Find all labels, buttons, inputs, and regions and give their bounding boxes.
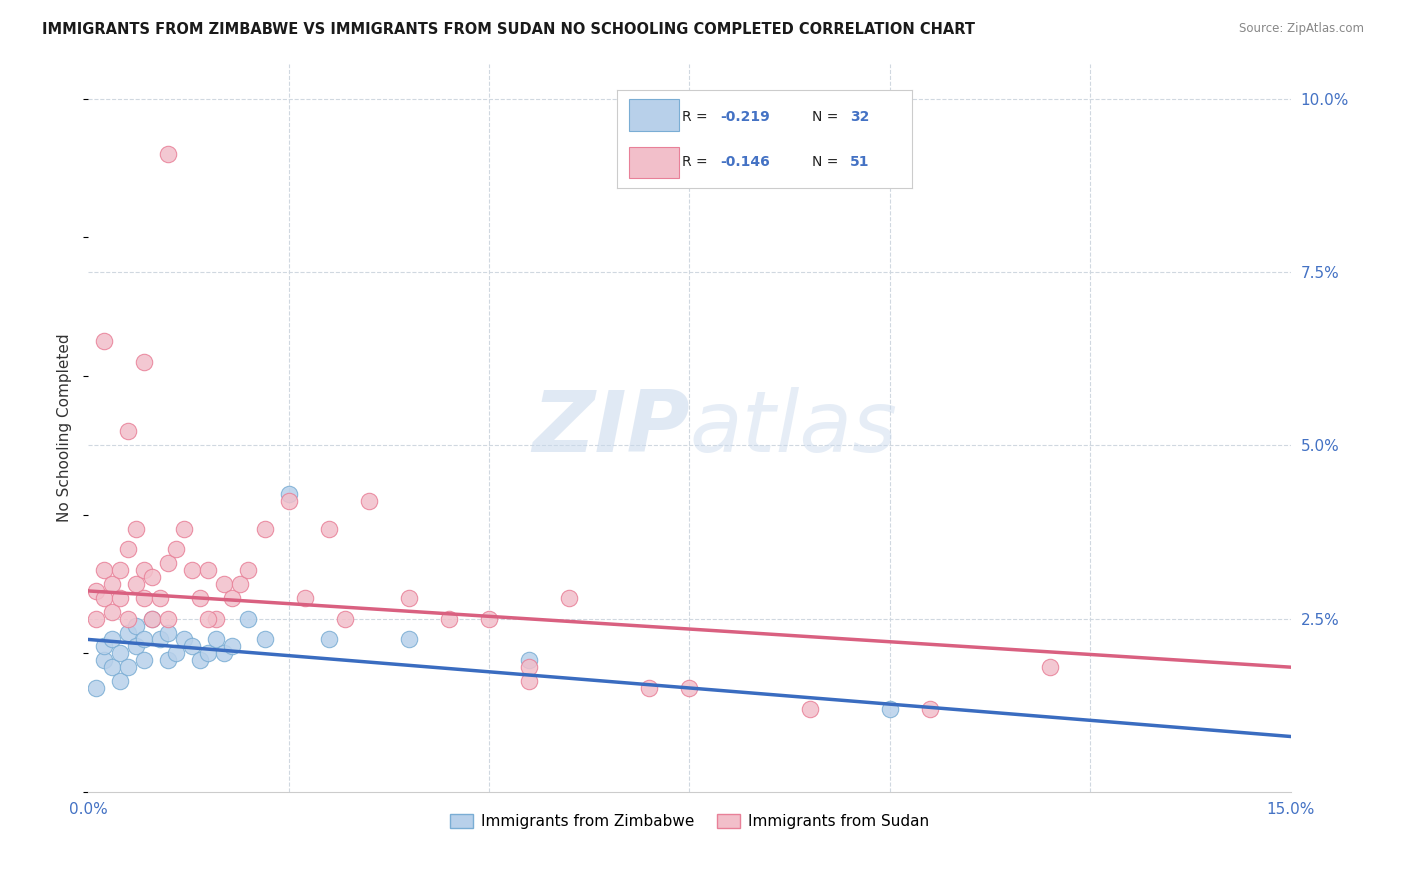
Point [638, 681, 661, 695]
Point [173, 522, 195, 536]
Point [117, 542, 139, 557]
Point [134, 632, 156, 647]
Point [101, 632, 124, 647]
Point [165, 646, 187, 660]
Point [149, 632, 172, 647]
Point [214, 646, 236, 660]
Point [125, 522, 148, 536]
Point [318, 522, 340, 536]
Point [117, 612, 139, 626]
Point [190, 591, 212, 605]
Point [93, 334, 115, 349]
Point [205, 632, 228, 647]
Point [799, 702, 821, 716]
Point [333, 612, 356, 626]
Point [110, 591, 132, 605]
Legend: Immigrants from Zimbabwe, Immigrants from Sudan: Immigrants from Zimbabwe, Immigrants fro… [444, 808, 935, 835]
Point [294, 591, 316, 605]
Point [93, 653, 115, 667]
Point [253, 632, 276, 647]
Point [229, 577, 252, 591]
Point [134, 653, 156, 667]
Point [253, 522, 276, 536]
Point [197, 612, 219, 626]
Point [84, 583, 107, 598]
Point [214, 577, 236, 591]
Text: Source: ZipAtlas.com: Source: ZipAtlas.com [1239, 22, 1364, 36]
Point [117, 425, 139, 439]
Y-axis label: No Schooling Completed: No Schooling Completed [58, 334, 72, 523]
Point [221, 640, 243, 654]
Point [157, 653, 180, 667]
Point [125, 618, 148, 632]
Point [110, 563, 132, 577]
Text: atlas: atlas [689, 386, 897, 469]
Point [125, 640, 148, 654]
Point [157, 625, 180, 640]
Point [149, 591, 172, 605]
Point [101, 605, 124, 619]
Point [918, 702, 941, 716]
Point [879, 702, 901, 716]
Point [84, 612, 107, 626]
Point [517, 673, 540, 688]
Point [181, 640, 204, 654]
Point [478, 612, 501, 626]
Point [110, 673, 132, 688]
Point [398, 632, 420, 647]
Point [398, 591, 420, 605]
Point [125, 577, 148, 591]
Point [238, 563, 260, 577]
Point [93, 640, 115, 654]
Point [134, 355, 156, 369]
Point [117, 625, 139, 640]
Text: IMMIGRANTS FROM ZIMBABWE VS IMMIGRANTS FROM SUDAN NO SCHOOLING COMPLETED CORRELA: IMMIGRANTS FROM ZIMBABWE VS IMMIGRANTS F… [42, 22, 976, 37]
Point [318, 632, 340, 647]
Point [101, 577, 124, 591]
Point [517, 660, 540, 674]
Point [165, 542, 187, 557]
Point [134, 563, 156, 577]
Point [277, 487, 299, 501]
Point [157, 556, 180, 570]
Point [173, 632, 195, 647]
Point [197, 646, 219, 660]
Point [678, 681, 700, 695]
Point [357, 493, 380, 508]
Point [117, 660, 139, 674]
Point [157, 147, 180, 161]
Point [238, 612, 260, 626]
Point [558, 591, 581, 605]
Point [93, 591, 115, 605]
Point [157, 612, 180, 626]
Point [101, 660, 124, 674]
Point [517, 653, 540, 667]
Point [205, 612, 228, 626]
Point [110, 646, 132, 660]
Text: ZIP: ZIP [531, 386, 689, 469]
Point [437, 612, 460, 626]
Point [134, 591, 156, 605]
Point [93, 563, 115, 577]
Point [190, 653, 212, 667]
Point [277, 493, 299, 508]
Point [181, 563, 204, 577]
Point [141, 612, 163, 626]
Point [221, 591, 243, 605]
Point [141, 612, 163, 626]
Point [141, 570, 163, 584]
Point [84, 681, 107, 695]
Point [1039, 660, 1062, 674]
Point [197, 563, 219, 577]
